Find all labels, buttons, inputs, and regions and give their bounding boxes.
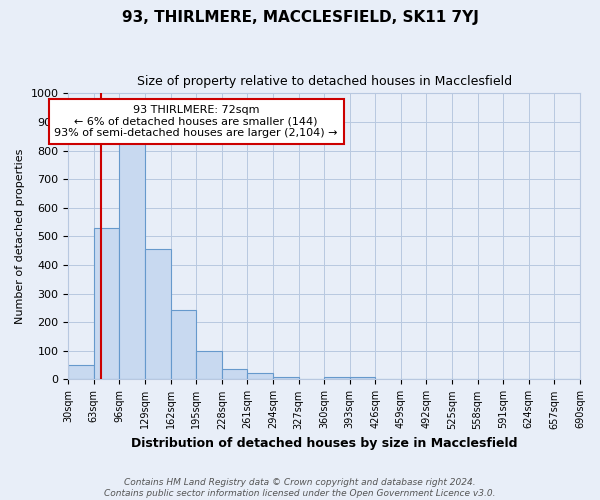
Text: 93, THIRLMERE, MACCLESFIELD, SK11 7YJ: 93, THIRLMERE, MACCLESFIELD, SK11 7YJ: [122, 10, 478, 25]
X-axis label: Distribution of detached houses by size in Macclesfield: Distribution of detached houses by size …: [131, 437, 517, 450]
Bar: [68, 364, 94, 380]
Bar: [222, 369, 247, 380]
Bar: [94, 228, 119, 380]
Bar: [196, 352, 222, 380]
Bar: [247, 373, 273, 380]
Bar: [145, 250, 170, 380]
Bar: [273, 376, 299, 380]
Bar: [324, 377, 350, 380]
Bar: [170, 310, 196, 380]
Bar: [119, 142, 145, 380]
Title: Size of property relative to detached houses in Macclesfield: Size of property relative to detached ho…: [137, 75, 512, 88]
Y-axis label: Number of detached properties: Number of detached properties: [15, 148, 25, 324]
Text: Contains HM Land Registry data © Crown copyright and database right 2024.
Contai: Contains HM Land Registry data © Crown c…: [104, 478, 496, 498]
Bar: [350, 376, 376, 380]
Text: 93 THIRLMERE: 72sqm
← 6% of detached houses are smaller (144)
93% of semi-detach: 93 THIRLMERE: 72sqm ← 6% of detached hou…: [55, 105, 338, 138]
